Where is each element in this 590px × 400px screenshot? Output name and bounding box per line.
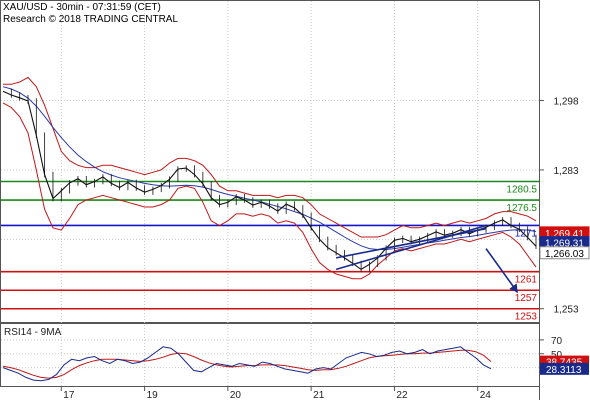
x-axis-ticks: 17 19 20 21 22 24 [60, 386, 492, 400]
level-label-1257: 1257 [515, 293, 538, 304]
support-resistance-levels: 1280.5 1276.5 1271 1261 1257 1253 [1, 180, 539, 323]
rsi-tag-label-1: 28.3113 [546, 365, 582, 376]
x-tick-label-3: 21 [313, 390, 325, 400]
rsi-line [2, 346, 492, 382]
grid [1, 1, 539, 386]
chart-header-symbol: XAU/USD - 30min - 07:31:59 (CET) [3, 2, 161, 13]
trendlines [335, 224, 519, 294]
bands [2, 76, 537, 280]
level-label-1253: 1253 [515, 312, 538, 323]
level-label-1271: 1271 [515, 228, 538, 239]
y-tick-label-0: 1,253 [553, 305, 578, 316]
x-tick-label-4: 22 [396, 390, 408, 400]
projection-arrow-head [509, 283, 518, 293]
level-label-1261: 1261 [515, 275, 538, 286]
price-line [2, 90, 537, 271]
x-tick-label-1: 19 [147, 390, 159, 400]
price-tag-label-1: 1,269.31 [545, 239, 584, 250]
price-tag-box-2 [539, 246, 590, 260]
trendline-0 [335, 224, 487, 271]
projection-arrow-line [485, 248, 519, 294]
level-label-1276.5: 1276.5 [506, 203, 537, 214]
y-tick-label-3: 1,298 [553, 97, 578, 108]
trendline-1 [335, 227, 487, 259]
band-lower-line [2, 102, 537, 280]
x-tick-label-2: 20 [230, 390, 242, 400]
rsi-tick-label-1: 50 [551, 350, 563, 361]
price-series [2, 88, 537, 273]
rsi-tick-label-2: 70 [551, 336, 563, 347]
y-tick-label-2: 1,283 [553, 166, 578, 177]
band-upper-line [3, 76, 537, 238]
price-tag-label-2: 1,266.03 [545, 249, 584, 260]
price-tag-label-0: 1,269.41 [545, 229, 584, 240]
price-panel-frame [0, 0, 540, 323]
chart-header-copyright: Research © 2018 TRADING CENTRAL [3, 14, 179, 25]
rsi-panel: 38.743528.3113 [2, 346, 589, 382]
price-tags: 1,269.411,269.311,266.03 [539, 226, 590, 260]
rsi-panel-label: RSI14 - 9MA [4, 327, 62, 338]
x-tick-label-5: 24 [480, 390, 492, 400]
x-tick-label-0: 17 [63, 390, 75, 400]
level-label-1280.5: 1280.5 [506, 185, 537, 196]
rsi-ma-line [2, 349, 492, 379]
rsi-panel-frame [0, 323, 540, 387]
rsi-tag-box-1 [540, 362, 589, 375]
